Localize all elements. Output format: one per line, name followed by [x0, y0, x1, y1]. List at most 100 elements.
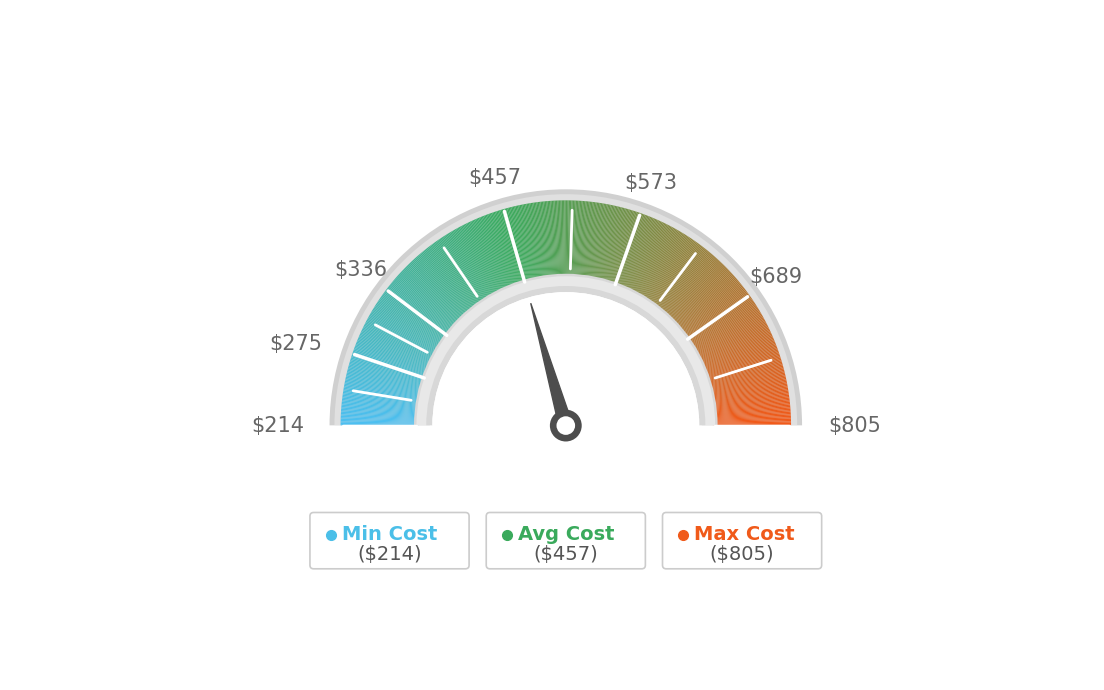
- Wedge shape: [466, 223, 501, 294]
- Wedge shape: [348, 370, 424, 390]
- Wedge shape: [353, 351, 427, 377]
- Wedge shape: [585, 202, 597, 280]
- Wedge shape: [359, 336, 431, 368]
- Wedge shape: [355, 344, 428, 373]
- Wedge shape: [702, 340, 775, 371]
- Wedge shape: [447, 233, 489, 301]
- Wedge shape: [698, 326, 768, 362]
- Wedge shape: [587, 203, 601, 280]
- Wedge shape: [511, 207, 531, 283]
- Wedge shape: [712, 411, 790, 417]
- Wedge shape: [521, 204, 538, 282]
- Wedge shape: [347, 374, 423, 393]
- Wedge shape: [412, 260, 466, 319]
- Wedge shape: [420, 254, 470, 314]
- Wedge shape: [374, 306, 442, 348]
- Wedge shape: [619, 215, 649, 289]
- Wedge shape: [583, 202, 594, 280]
- Wedge shape: [383, 292, 447, 339]
- Wedge shape: [604, 208, 626, 284]
- Wedge shape: [694, 316, 763, 355]
- Wedge shape: [705, 356, 781, 381]
- Wedge shape: [675, 273, 733, 327]
- Wedge shape: [424, 249, 475, 311]
- Wedge shape: [346, 375, 423, 393]
- Wedge shape: [709, 371, 785, 391]
- Wedge shape: [704, 349, 778, 377]
- Wedge shape: [680, 283, 741, 333]
- Wedge shape: [597, 206, 615, 282]
- Wedge shape: [454, 230, 493, 298]
- Wedge shape: [399, 273, 457, 327]
- Wedge shape: [341, 407, 420, 415]
- Wedge shape: [527, 204, 541, 281]
- Wedge shape: [549, 201, 555, 279]
- Text: $336: $336: [335, 260, 388, 280]
- Wedge shape: [501, 209, 524, 285]
- Wedge shape: [428, 246, 477, 309]
- Wedge shape: [647, 237, 691, 304]
- Wedge shape: [423, 250, 474, 312]
- Wedge shape: [452, 231, 491, 299]
- Wedge shape: [370, 313, 438, 353]
- Wedge shape: [705, 353, 779, 380]
- Wedge shape: [703, 344, 776, 373]
- Wedge shape: [540, 201, 550, 279]
- Wedge shape: [602, 207, 622, 284]
- Wedge shape: [390, 284, 452, 334]
- Wedge shape: [708, 370, 784, 390]
- Wedge shape: [709, 374, 785, 393]
- Wedge shape: [675, 275, 734, 328]
- Wedge shape: [687, 297, 752, 342]
- Wedge shape: [434, 242, 480, 307]
- Wedge shape: [359, 335, 432, 367]
- Wedge shape: [712, 402, 790, 411]
- Wedge shape: [577, 201, 585, 279]
- Wedge shape: [437, 240, 482, 305]
- Wedge shape: [643, 233, 684, 301]
- Wedge shape: [611, 211, 636, 286]
- Wedge shape: [711, 389, 788, 402]
- Wedge shape: [391, 282, 453, 333]
- Wedge shape: [461, 226, 498, 295]
- Wedge shape: [411, 262, 465, 319]
- Wedge shape: [341, 411, 420, 417]
- Wedge shape: [506, 208, 528, 284]
- Wedge shape: [682, 288, 744, 336]
- Wedge shape: [712, 406, 790, 413]
- Wedge shape: [696, 318, 765, 357]
- Wedge shape: [386, 288, 449, 337]
- Wedge shape: [562, 200, 564, 279]
- Wedge shape: [499, 210, 523, 285]
- Wedge shape: [712, 410, 790, 416]
- Wedge shape: [487, 214, 516, 288]
- Wedge shape: [623, 218, 654, 290]
- Wedge shape: [556, 201, 560, 279]
- Wedge shape: [705, 355, 781, 380]
- Wedge shape: [375, 305, 442, 348]
- Text: $689: $689: [749, 267, 803, 287]
- Wedge shape: [626, 220, 659, 292]
- Wedge shape: [690, 306, 757, 348]
- Wedge shape: [668, 264, 724, 321]
- Wedge shape: [350, 362, 425, 384]
- Wedge shape: [343, 386, 421, 401]
- Wedge shape: [500, 210, 524, 285]
- Wedge shape: [598, 206, 616, 282]
- Wedge shape: [526, 204, 540, 281]
- Wedge shape: [570, 200, 573, 279]
- Wedge shape: [509, 208, 529, 284]
- Wedge shape: [707, 360, 782, 384]
- Wedge shape: [603, 208, 623, 284]
- Wedge shape: [712, 414, 790, 419]
- Wedge shape: [710, 378, 786, 395]
- Wedge shape: [421, 252, 473, 313]
- Circle shape: [556, 416, 575, 435]
- Wedge shape: [594, 204, 611, 282]
- Wedge shape: [657, 249, 708, 311]
- Wedge shape: [395, 277, 455, 330]
- Wedge shape: [620, 217, 651, 290]
- Wedge shape: [710, 381, 787, 397]
- Wedge shape: [688, 299, 753, 344]
- Wedge shape: [630, 224, 667, 294]
